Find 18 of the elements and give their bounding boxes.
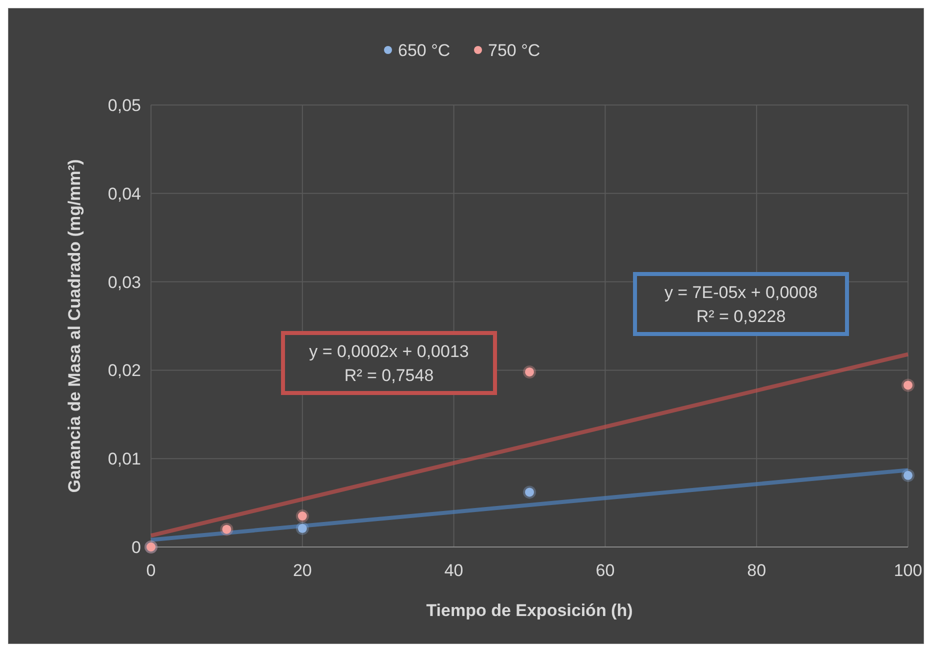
y-tick-label: 0,01 [108, 450, 141, 469]
annotation: y = 7E-05x + 0,0008 R² = 0,9228 [664, 283, 818, 326]
x-tick-label: 80 [747, 561, 766, 580]
y-tick-label: 0,03 [108, 272, 141, 292]
y-axis-title: Ganancia de Masa al Cuadrado (mg/mm²) [65, 159, 84, 493]
x-axis-title: Tiempo de Exposición (h) [426, 601, 633, 620]
legend-label: 750 °C [488, 41, 540, 60]
x-tick-label: 60 [596, 561, 615, 580]
y-tick-label: 0 [132, 538, 141, 557]
legend-label: 650 °C [398, 41, 450, 60]
x-tick-label: 40 [444, 561, 464, 580]
annotation: y = 0,0002x + 0,0013 R² = 0,7548 [309, 342, 469, 385]
y-tick-label: 0,04 [108, 184, 141, 204]
y-tick-label: 0,05 [108, 96, 141, 115]
x-tick-label: 20 [292, 561, 312, 580]
x-tick-label: 0 [146, 561, 156, 580]
x-tick-label: 100 [894, 561, 922, 580]
y-tick-label: 0,02 [108, 361, 141, 380]
